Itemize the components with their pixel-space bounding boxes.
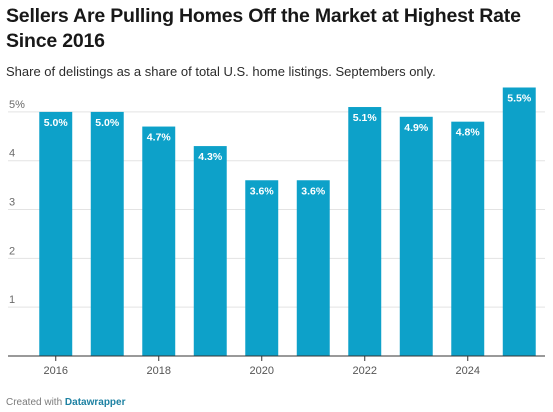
created-with-text: Created with	[6, 397, 63, 408]
data-label: 3.6%	[301, 185, 326, 197]
bar	[296, 180, 330, 356]
chart-subtitle: Share of delistings as a share of total …	[6, 64, 436, 79]
bar	[142, 126, 176, 357]
bar	[245, 180, 279, 356]
data-label: 5.0%	[44, 117, 69, 129]
chart-title: Sellers Are Pulling Homes Off the Market…	[6, 5, 521, 52]
x-tick-label: 2024	[456, 365, 480, 377]
y-tick-label: 5%	[9, 99, 25, 111]
data-label: 5.0%	[95, 117, 120, 129]
x-tick-label: 2020	[250, 365, 274, 377]
datawrapper-link[interactable]: Datawrapper	[64, 397, 126, 408]
x-tick-label: 2016	[44, 365, 68, 377]
data-label: 5.5%	[507, 93, 532, 105]
bar	[399, 116, 433, 356]
bars	[39, 87, 536, 357]
data-label: 3.6%	[250, 185, 275, 197]
y-tick-label: 1	[9, 294, 15, 306]
bar	[502, 87, 536, 356]
data-label: 5.1%	[353, 112, 378, 124]
y-tick-label: 3	[9, 197, 15, 209]
bar	[451, 121, 485, 356]
data-label: 4.3%	[198, 151, 223, 163]
bar	[90, 111, 124, 356]
bar	[193, 146, 227, 356]
data-label: 4.9%	[404, 122, 429, 134]
axes: 1 2 3 4 5% 2016 2018 2020 2022 2024	[8, 99, 545, 377]
data-label: 4.7%	[147, 132, 172, 144]
x-tick-label: 2018	[147, 365, 171, 377]
bar	[39, 111, 73, 356]
bar	[348, 107, 382, 356]
y-tick-label: 4	[9, 148, 15, 160]
footer-credit: Created with Datawrapper	[6, 396, 126, 410]
x-tick-label: 2022	[353, 365, 377, 377]
data-labels: 5.0% 5.0% 4.7% 4.3% 3.6% 3.6% 5.1% 4.9% 4.8% 5.5%	[44, 93, 532, 198]
data-label: 4.8%	[456, 127, 481, 139]
bar-chart: 5.0% 5.0% 4.7% 4.3% 3.6% 3.6% 5.1% 4.9% 4.8% 5.5%…	[8, 87, 545, 377]
y-tick-label: 2	[9, 245, 15, 257]
